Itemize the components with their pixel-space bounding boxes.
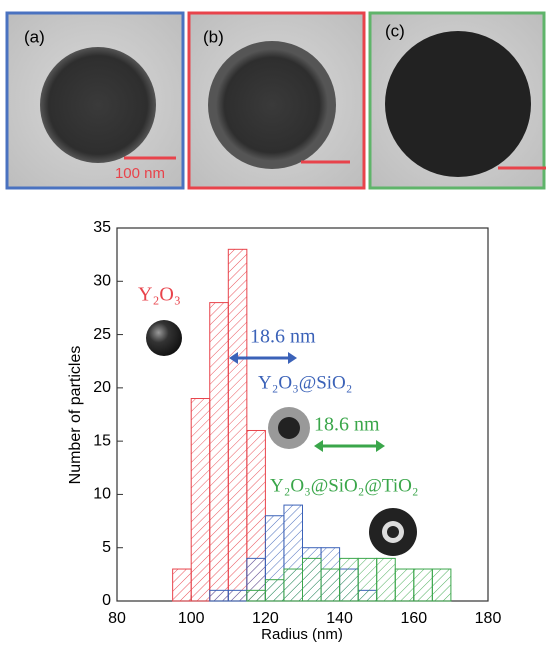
- x-tick-label: 160: [400, 610, 427, 627]
- bar: [340, 558, 359, 601]
- icon-core: [146, 320, 182, 356]
- y-tick-label: 5: [102, 539, 111, 556]
- icon-core-shell-inner: [278, 417, 300, 439]
- bar: [210, 590, 229, 601]
- y-tick-label: 30: [93, 273, 111, 290]
- bar: [265, 580, 284, 601]
- particle-a: [40, 47, 156, 163]
- x-tick-label: 140: [326, 610, 353, 627]
- legend-label: Y₂O₃@SiO₂@TiO₂: [270, 475, 418, 496]
- arrow-head: [376, 440, 385, 452]
- y-tick-label: 20: [93, 379, 111, 396]
- annotation: 18.6 nm: [314, 414, 380, 436]
- bar: [377, 558, 396, 601]
- bar: [303, 558, 322, 601]
- panel-label: (a): [24, 27, 45, 46]
- particle-b: [216, 49, 328, 161]
- bar: [358, 558, 377, 601]
- tem-panels: (a) (b) (c) 100 nm: [7, 13, 546, 188]
- bar: [321, 569, 340, 601]
- x-axis-label: Radius (nm): [261, 626, 343, 643]
- legend-label: Y₂O₃: [138, 284, 181, 306]
- bar: [228, 249, 247, 601]
- bar: [210, 303, 229, 601]
- y-tick-label: 0: [102, 592, 111, 609]
- x-tick-label: 80: [108, 610, 126, 627]
- particle-c: [385, 31, 531, 177]
- arrow-head: [288, 352, 297, 364]
- bar: [395, 569, 414, 601]
- arrow-head: [314, 440, 323, 452]
- panel-label: (c): [385, 21, 405, 40]
- scale-label: 100 nm: [115, 165, 165, 182]
- x-tick-label: 100: [178, 610, 205, 627]
- bar: [284, 569, 303, 601]
- page: {"panels": {"labels": ["(a)", "(b)", "(c…: [0, 0, 546, 645]
- bar: [191, 399, 210, 601]
- x-tick-label: 120: [252, 610, 279, 627]
- y-tick-label: 15: [93, 432, 111, 449]
- bar: [432, 569, 451, 601]
- bar: [247, 590, 266, 601]
- y-tick-label: 35: [93, 219, 111, 236]
- y-tick-label: 25: [93, 326, 111, 343]
- bar: [173, 569, 192, 601]
- x-tick-label: 180: [475, 610, 502, 627]
- figure: (a) (b) (c) 100 nm Radius (nm) Number of…: [0, 0, 546, 645]
- y-axis-label: Number of particles: [67, 346, 84, 485]
- icon-double-shell-core: [387, 526, 399, 538]
- y-tick-label: 10: [93, 486, 111, 503]
- annotation: 18.6 nm: [250, 326, 316, 348]
- legend-label: Y₂O₃@SiO₂: [258, 372, 352, 393]
- panel-label: (b): [203, 27, 224, 46]
- bar: [414, 569, 433, 601]
- bar: [228, 590, 247, 601]
